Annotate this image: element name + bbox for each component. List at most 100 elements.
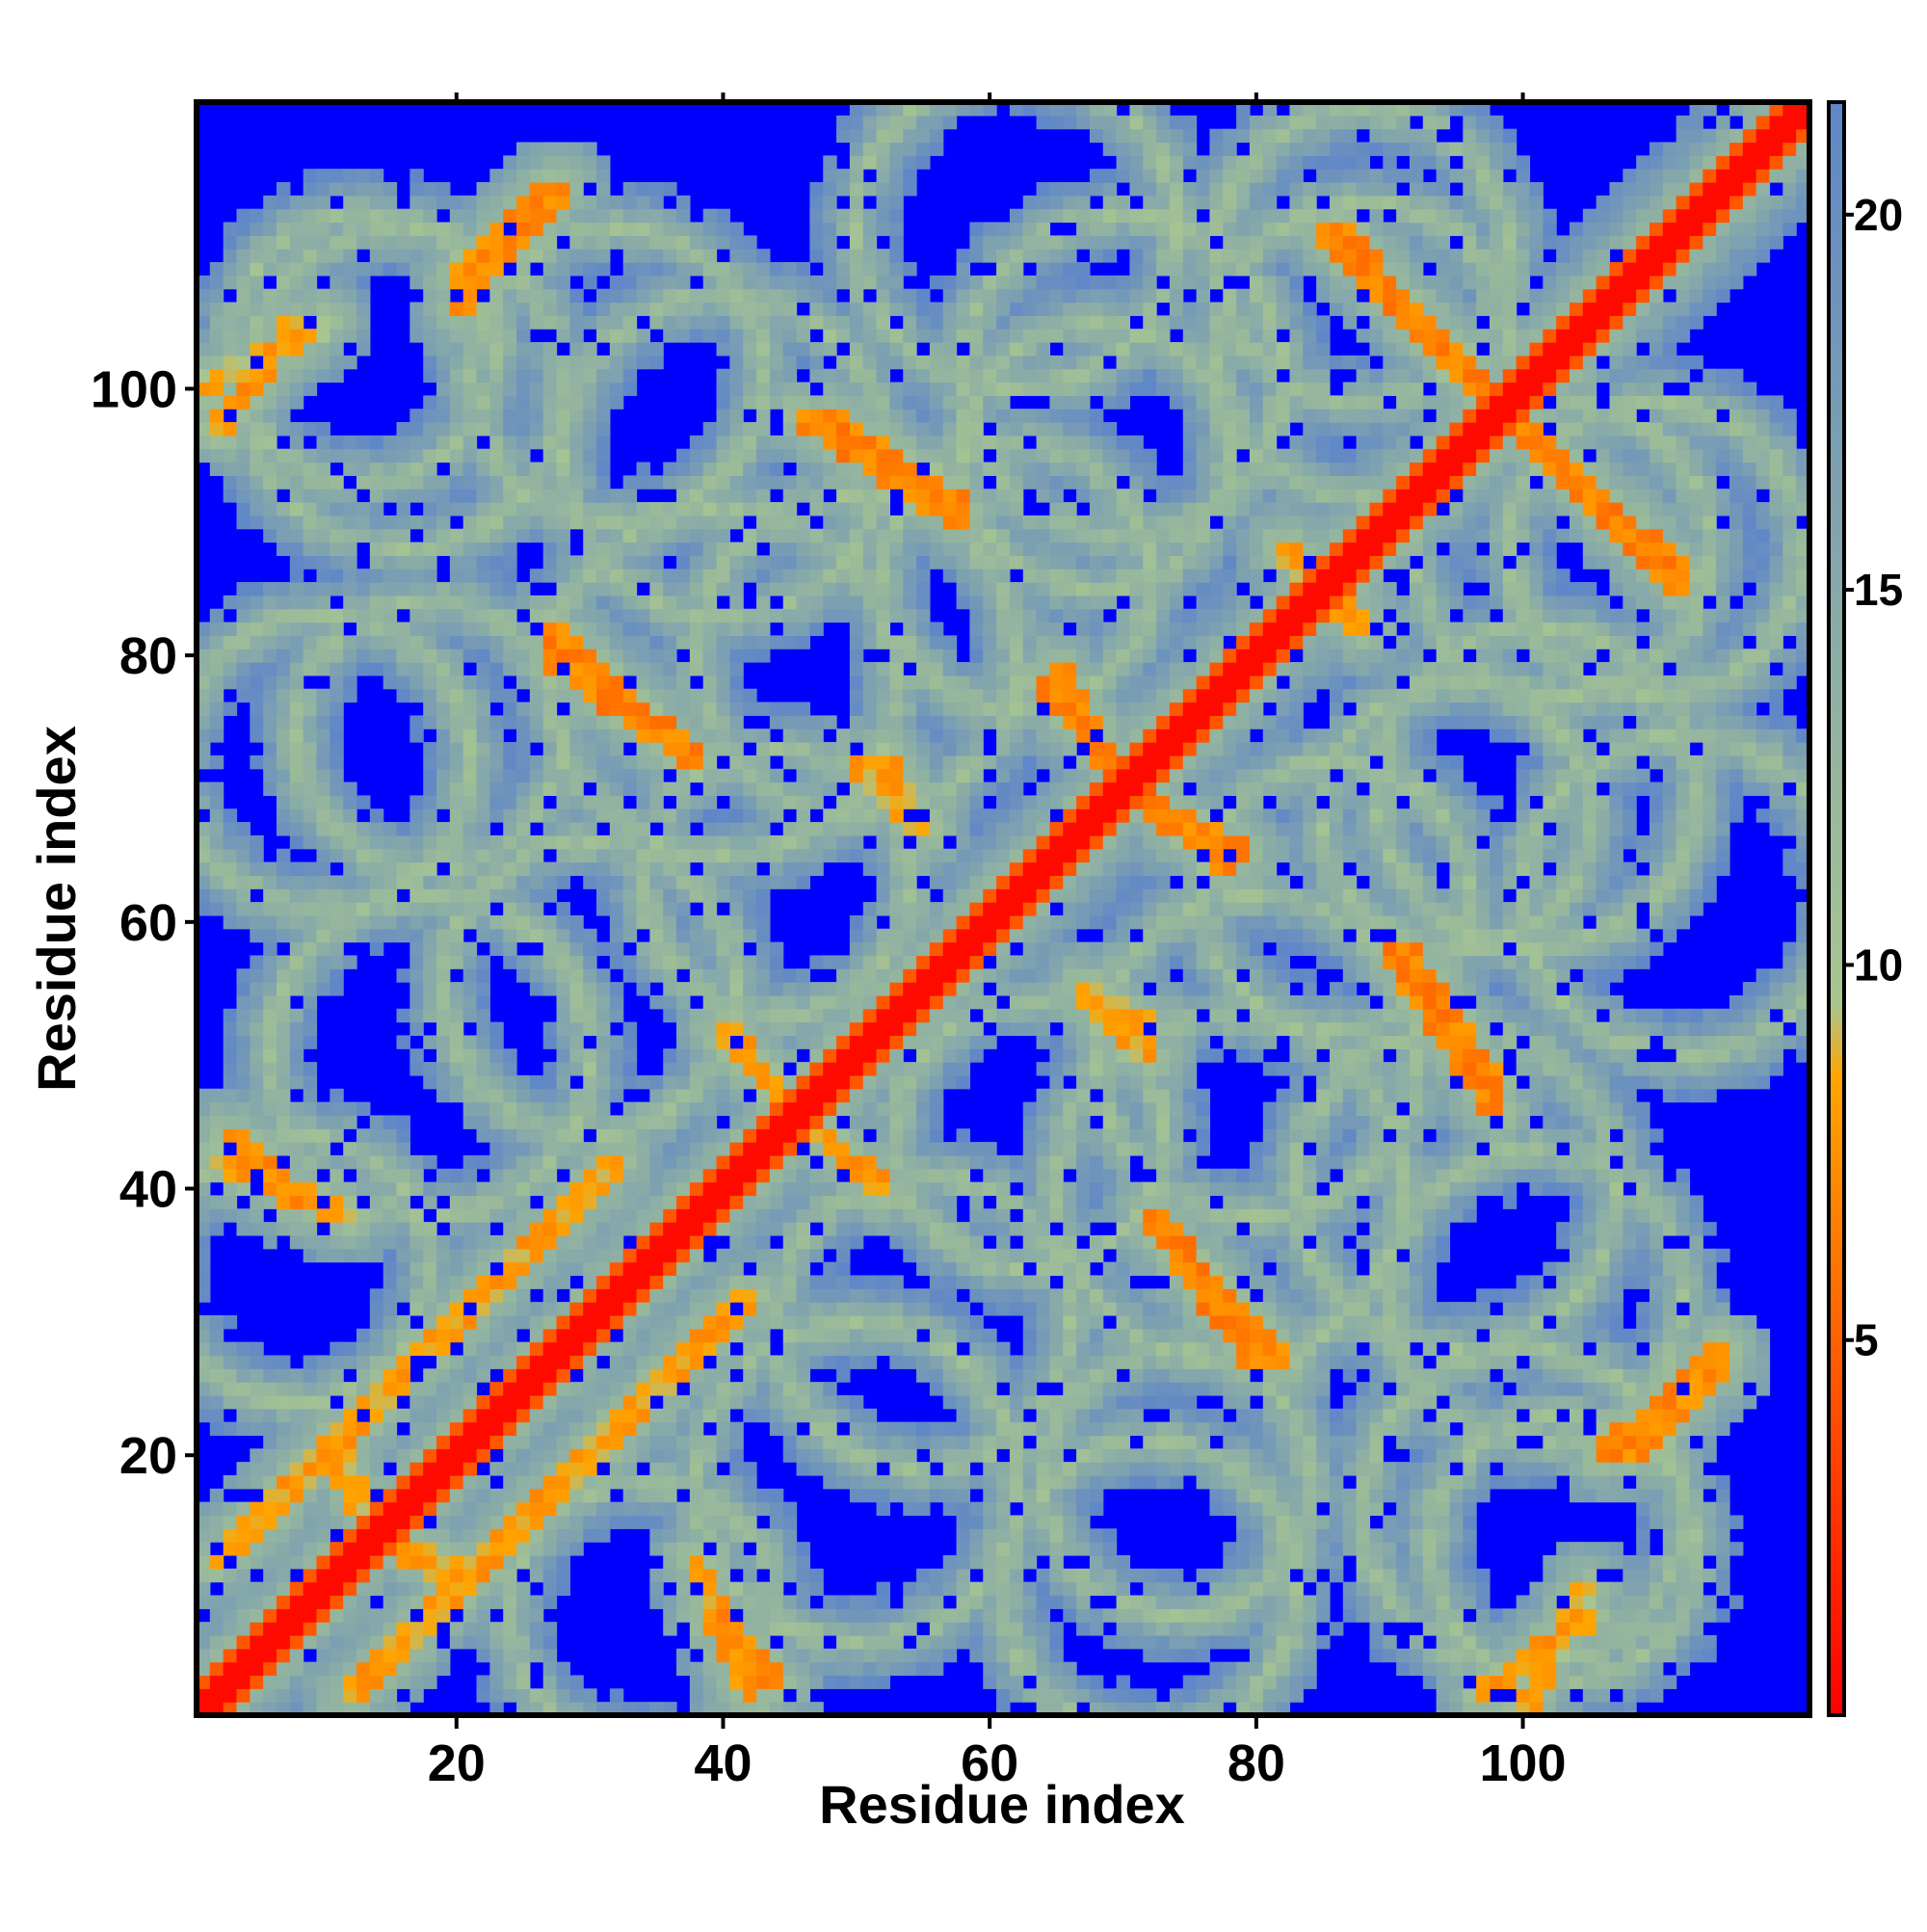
heatmap-cell [796,1008,810,1023]
heatmap-cell [823,1048,837,1063]
heatmap-cell [542,982,558,996]
heatmap-cell [689,1314,704,1330]
heatmap-cell [197,288,211,304]
heatmap-cell [489,1702,504,1716]
heatmap-cell [636,808,650,823]
heatmap-cell [849,1088,864,1103]
heatmap-cell [862,569,878,583]
heatmap-cell [836,1462,851,1476]
heatmap-cell [769,1275,784,1289]
heatmap-cell [436,1661,451,1677]
heatmap-cell [489,329,504,343]
heatmap-cell [849,1048,864,1063]
heatmap-cell [769,608,784,623]
heatmap-cell [423,435,437,450]
heatmap-cell [569,448,584,463]
heatmap-cell [556,1261,570,1277]
heatmap-cell [663,1142,677,1156]
heatmap-cell [862,861,878,877]
heatmap-cell [289,1394,304,1410]
heatmap-cell [423,648,437,663]
heatmap-cell [756,1115,771,1129]
heatmap-cell [769,275,784,290]
heatmap-cell [702,1501,718,1517]
heatmap-cell [636,502,650,516]
heatmap-cell [356,475,371,490]
heatmap-cell [782,622,798,636]
heatmap-cell [343,1181,357,1197]
heatmap-cell [649,1435,664,1449]
heatmap-cell [223,1394,238,1410]
heatmap-cell [849,569,864,583]
heatmap-cell [277,1554,291,1570]
heatmap-cell [796,1608,810,1623]
heatmap-cell [862,462,878,476]
heatmap-cell [529,1515,544,1529]
heatmap-cell [596,635,611,649]
heatmap-cell [729,822,744,836]
heatmap-cell [356,222,371,236]
heatmap-cell [250,1648,264,1663]
heatmap-cell [316,808,330,823]
heatmap-cell [889,1302,904,1316]
heatmap-cell [503,1062,517,1076]
heatmap-cell [289,1675,304,1689]
heatmap-cell [836,1234,851,1250]
heatmap-cell [569,1222,584,1236]
heatmap-cell [369,941,384,957]
heatmap-cell [250,1474,264,1490]
heatmap-cell [622,1074,638,1090]
heatmap-cell [729,1208,744,1223]
heatmap-cell [383,235,398,250]
heatmap-cell [277,1661,291,1677]
heatmap-cell [862,1115,878,1129]
heatmap-cell [689,1568,704,1583]
heatmap-cell [609,1168,624,1183]
heatmap-cell [729,502,744,516]
heatmap-cell [836,1634,851,1650]
heatmap-cell [449,1035,464,1049]
heatmap-cell [636,1074,650,1090]
heatmap-cell [862,848,878,863]
heatmap-cell [516,1074,531,1090]
heatmap-cell [769,781,784,796]
heatmap-cell [223,315,238,330]
heatmap-cell [729,688,744,703]
heatmap-cell [330,1515,344,1529]
heatmap-cell [556,808,570,823]
heatmap-cell [369,808,384,823]
heatmap-cell [383,462,398,476]
heatmap-cell [356,502,371,516]
heatmap-cell [542,1328,558,1343]
heatmap-cell [236,1035,251,1049]
heatmap-cell [396,422,410,437]
heatmap-cell [556,1062,570,1076]
heatmap-cell [862,1328,878,1343]
heatmap-cell [556,1448,570,1463]
heatmap-cell [609,834,624,850]
heatmap-cell [649,1355,664,1369]
heatmap-cell [197,342,211,357]
heatmap-cell [516,1248,531,1263]
heatmap-cell [836,1035,851,1049]
heatmap-cell [663,222,677,236]
heatmap-cell [542,1568,558,1583]
heatmap-cell [569,688,584,703]
heatmap-cell [369,435,384,450]
heatmap-cell [236,848,251,863]
heatmap-cell [489,1128,504,1143]
heatmap-cell [689,435,704,450]
heatmap-cell [197,1222,211,1236]
heatmap-cell [702,1661,718,1677]
heatmap-cell [542,1234,558,1250]
heatmap-cell [743,448,757,463]
heatmap-cell [769,288,784,304]
heatmap-cell [609,382,624,396]
heatmap-cell [622,955,638,969]
heatmap-cell [396,502,410,516]
heatmap-cell [449,1368,464,1383]
heatmap-cell [396,1275,410,1289]
heatmap-cell [263,875,277,889]
heatmap-cell [197,1501,211,1517]
heatmap-cell [823,249,837,263]
